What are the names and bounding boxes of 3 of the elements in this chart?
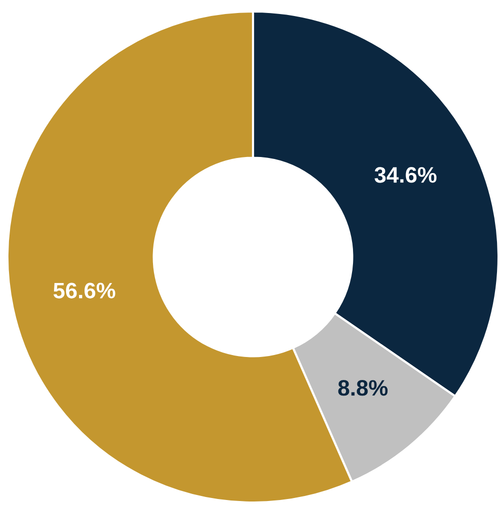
data-label: 34.6% — [374, 167, 436, 183]
data-label: 56.6% — [54, 282, 116, 298]
data-label: 8.8% — [338, 380, 388, 396]
